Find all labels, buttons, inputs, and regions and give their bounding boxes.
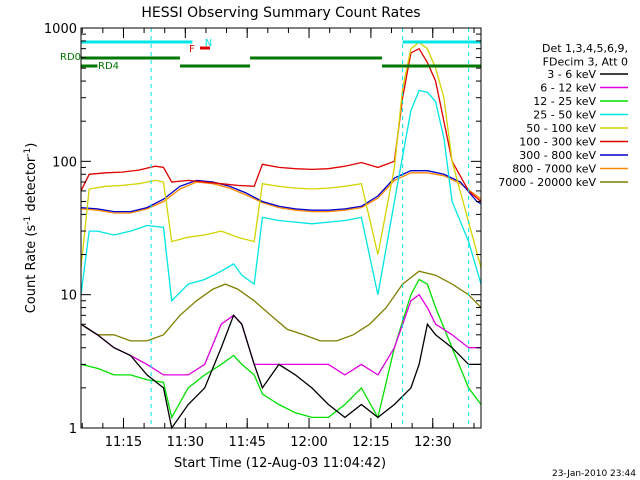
y-tick-label: 1 bbox=[69, 422, 77, 437]
x-tick-label: 11:45 bbox=[228, 435, 265, 450]
series-line bbox=[80, 270, 482, 342]
series-line bbox=[80, 170, 482, 213]
x-tick-label: 11:15 bbox=[105, 435, 142, 450]
legend-label: 7000 - 20000 keV bbox=[498, 176, 596, 189]
x-axis-ticks: 11:15 11:30 11:45 12:00 12:15 12:30 bbox=[81, 28, 475, 450]
series-line bbox=[80, 41, 482, 268]
legend-label: 800 - 7000 keV bbox=[512, 163, 596, 176]
legend-label: 300 - 800 keV bbox=[519, 149, 596, 162]
legend-label: 25 - 50 keV bbox=[533, 109, 596, 122]
y-tick-label: 10 bbox=[60, 289, 77, 304]
legend-header: FDecim 3, Att 0 bbox=[543, 56, 628, 69]
y-axis-label: Count Rate (s-1 detector-1) bbox=[23, 143, 39, 314]
x-tick-label: 12:00 bbox=[290, 435, 327, 450]
x-tick-label: 12:15 bbox=[352, 435, 389, 450]
plot-frame bbox=[80, 27, 482, 429]
series-line bbox=[80, 172, 482, 214]
legend-label: 3 - 6 keV bbox=[547, 68, 596, 81]
legend: Det 1,3,4,5,6,9,FDecim 3, Att 03 - 6 keV… bbox=[498, 42, 628, 189]
y-tick-label: 1000 bbox=[44, 22, 77, 37]
legend-label: 6 - 12 keV bbox=[540, 82, 596, 95]
x-tick-label: 12:30 bbox=[414, 435, 451, 450]
flag-rd0-label: RD0 bbox=[60, 52, 81, 63]
flag-rd4-label: RD4 bbox=[98, 61, 119, 72]
series-line bbox=[80, 89, 482, 303]
series-line bbox=[80, 278, 482, 420]
chart-title: HESSI Observing Summary Count Rates bbox=[141, 5, 420, 21]
plot-lines bbox=[80, 41, 482, 430]
flag-n-label: N bbox=[205, 38, 212, 49]
series-line bbox=[80, 47, 482, 202]
y-axis-ticks: 1 10 100 1000 bbox=[44, 22, 481, 437]
flag-f-label: F bbox=[189, 44, 195, 55]
legend-label: 100 - 300 keV bbox=[519, 136, 596, 149]
series-line bbox=[80, 314, 481, 430]
legend-label: 12 - 25 keV bbox=[533, 95, 596, 108]
x-axis-label: Start Time (12-Aug-03 11:04:42) bbox=[174, 456, 386, 471]
flag-layer: NF RD0 RD4 bbox=[60, 28, 481, 428]
footer-date: 23-Jan-2010 23:44 bbox=[552, 469, 636, 479]
y-tick-label: 100 bbox=[52, 155, 77, 170]
x-tick-label: 11:30 bbox=[167, 435, 204, 450]
series-line bbox=[80, 293, 481, 376]
legend-header: Det 1,3,4,5,6,9, bbox=[542, 42, 628, 55]
legend-label: 50 - 100 keV bbox=[526, 122, 596, 135]
